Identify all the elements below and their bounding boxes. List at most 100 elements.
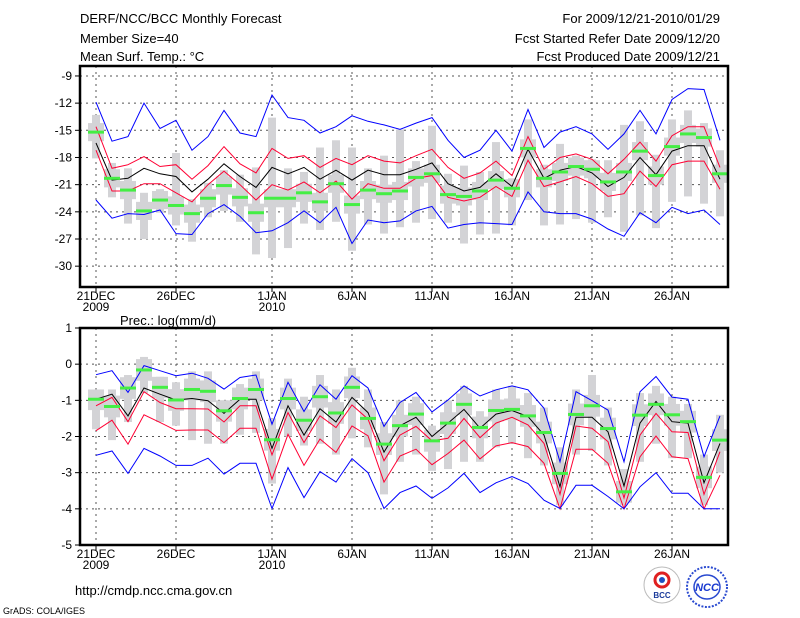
series-min-line — [95, 190, 721, 245]
forecast-marker — [568, 412, 584, 416]
plot-frame — [78, 326, 730, 547]
y-tick-label: -15 — [55, 123, 73, 137]
whisker-bar — [172, 152, 180, 226]
whisker-bar — [188, 371, 196, 441]
forecast-marker — [664, 413, 680, 417]
forecast-marker — [280, 397, 296, 401]
series-max-line — [95, 88, 721, 159]
forecast-marker — [520, 414, 536, 418]
forecast-marker — [312, 395, 328, 399]
y-tick-label: -4 — [61, 502, 72, 516]
source-url[interactable]: http://cmdp.ncc.cma.gov.cn — [75, 583, 232, 598]
produced-date: Fcst Produced Date 2009/12/21 — [536, 49, 720, 64]
forecast-marker — [232, 397, 248, 401]
forecast-marker — [536, 431, 552, 435]
forecast-marker — [104, 404, 120, 408]
variable-label: Mean Surf. Temp.: °C — [80, 49, 204, 64]
forecast-marker — [392, 189, 408, 193]
forecast-marker — [392, 424, 408, 428]
forecast-marker — [88, 397, 104, 401]
forecast-marker — [344, 203, 360, 207]
x-tick-label: 21JAN — [574, 547, 610, 561]
forecast-marker — [152, 385, 168, 389]
x-tick-label: 6JAN — [337, 547, 366, 561]
x-tick-label: 16JAN — [494, 547, 530, 561]
y-tick-label: -1 — [61, 393, 72, 407]
whisker-bar — [268, 117, 276, 259]
x-tick-label: 26JAN — [654, 289, 690, 303]
forecast-marker — [248, 211, 264, 215]
forecast-marker — [344, 385, 360, 389]
forecast-marker — [264, 196, 280, 200]
series-upper-line — [95, 126, 721, 180]
forecast-marker — [440, 193, 456, 197]
x-tick-label: 16JAN — [494, 289, 530, 303]
forecast-marker — [408, 175, 424, 179]
forecast-marker — [168, 203, 184, 207]
forecast-marker — [488, 408, 504, 412]
forecast-marker — [296, 418, 312, 422]
whisker-bar — [636, 121, 644, 216]
forecast-marker — [568, 165, 584, 169]
whisker-bar — [556, 143, 564, 225]
forecast-marker — [600, 427, 616, 431]
forecast-marker — [584, 404, 600, 408]
whisker-bar — [412, 396, 420, 455]
whisker-bar — [252, 371, 260, 433]
forecast-marker — [216, 409, 232, 413]
x-tick-year-label: 2010 — [259, 558, 286, 572]
x-tick-year-label: 2010 — [259, 300, 286, 314]
forecast-marker — [312, 200, 328, 204]
forecast-marker — [120, 188, 136, 192]
forecast-marker — [552, 170, 568, 174]
bcc-logo: BCC — [643, 566, 681, 604]
y-tick-label: -3 — [61, 466, 72, 480]
forecast-marker — [360, 188, 376, 192]
x-tick-year-label: 2009 — [83, 300, 110, 314]
whisker-bar — [412, 161, 420, 223]
forecast-marker — [600, 180, 616, 184]
forecast-marker — [712, 172, 728, 176]
forecast-marker — [424, 172, 440, 176]
forecast-marker — [280, 196, 296, 200]
y-tick-label: 1 — [65, 321, 72, 335]
whisker-bar — [268, 418, 276, 484]
ncc-logo: NCC — [686, 566, 728, 608]
forecast-marker — [184, 387, 200, 391]
bcc-logo-text: BCC — [653, 591, 671, 600]
y-tick-label: -2 — [61, 430, 72, 444]
whisker-bar — [684, 110, 692, 197]
forecast-marker — [616, 170, 632, 174]
y-tick-label: -24 — [55, 205, 73, 219]
whisker-bar — [284, 168, 292, 249]
x-tick-label: 26DEC — [157, 289, 196, 303]
forecast-marker — [440, 421, 456, 425]
x-tick-label: 1JAN — [257, 547, 286, 561]
whisker-bar — [652, 154, 660, 229]
whisker-bar — [396, 129, 404, 228]
forecast-marker — [472, 425, 488, 429]
x-tick-label: 21DEC — [77, 289, 116, 303]
whisker-bar — [460, 385, 468, 462]
y-tick-label: -18 — [55, 150, 73, 164]
series-upper-line — [95, 390, 721, 500]
forecast-marker — [536, 176, 552, 180]
whisker-bar — [508, 178, 516, 226]
grads-credit: GrADS: COLA/IGES — [3, 606, 85, 616]
forecast-marker — [552, 471, 568, 475]
forecast-marker — [136, 209, 152, 213]
whisker-bar — [668, 396, 676, 459]
whisker-bar — [668, 119, 676, 202]
forecast-marker — [328, 411, 344, 415]
forecast-marker — [712, 438, 728, 442]
whisker-bar — [540, 164, 548, 226]
x-tick-label: 11JAN — [414, 289, 449, 303]
y-tick-label: -27 — [55, 232, 73, 246]
forecast-marker — [296, 191, 312, 195]
forecast-marker — [424, 439, 440, 443]
forecast-marker — [376, 442, 392, 446]
x-tick-label: 6JAN — [337, 289, 366, 303]
forecast-marker — [664, 145, 680, 149]
series-mean-line — [95, 387, 721, 489]
